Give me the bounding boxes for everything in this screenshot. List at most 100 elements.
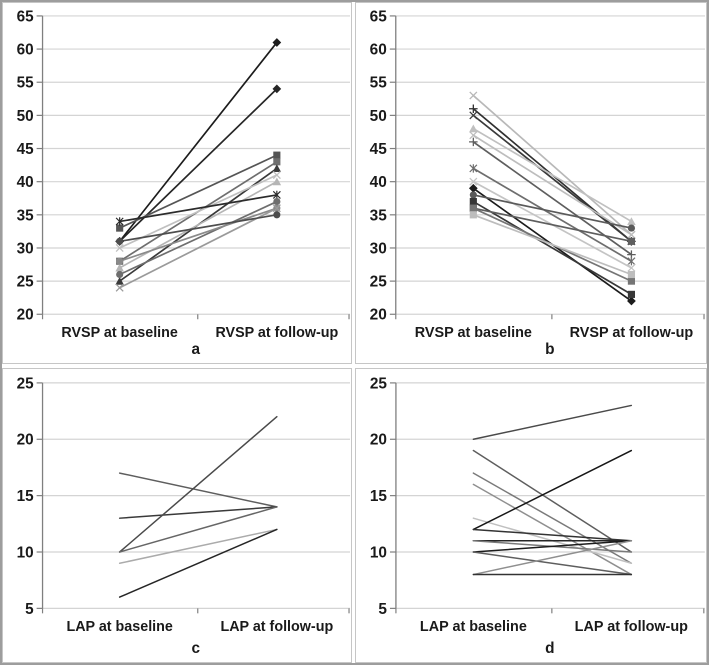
series-marker-asterisk bbox=[115, 217, 124, 226]
series-line bbox=[472, 127, 633, 223]
y-tick-label: 60 bbox=[17, 42, 34, 59]
y-tick-label: 65 bbox=[17, 8, 34, 25]
panel-d-chart: 5 10 15 20 25 LAP at baseline LAP at follow-up… bbox=[370, 375, 705, 657]
category-label-baseline: RVSP at baseline bbox=[61, 325, 177, 341]
y-tick-label: 55 bbox=[17, 75, 34, 92]
panel-letter: a bbox=[192, 341, 201, 358]
panel-c: 5 10 15 20 25 LAP at baseline LAP at follow-up… bbox=[2, 368, 352, 663]
series-marker-x bbox=[115, 243, 124, 253]
series-line bbox=[472, 551, 633, 576]
y-tick-label: 25 bbox=[370, 375, 388, 392]
series-line bbox=[472, 141, 633, 256]
series-line bbox=[118, 528, 278, 565]
series-marker-diamond bbox=[272, 84, 282, 94]
series-marker-square bbox=[627, 237, 636, 245]
y-tick-label: 65 bbox=[370, 8, 388, 25]
series-marker-x bbox=[272, 204, 281, 213]
series-line bbox=[118, 180, 278, 269]
series-marker-triangle bbox=[627, 217, 636, 226]
y-tick-label: 60 bbox=[370, 42, 387, 59]
y-tick-label: 10 bbox=[17, 544, 34, 561]
series-line bbox=[472, 94, 633, 236]
y-tick-label: 35 bbox=[17, 207, 34, 224]
series-marker-triangle bbox=[272, 177, 282, 186]
y-tick-label: 15 bbox=[17, 488, 34, 505]
panel-b-chart: 20 25 30 35 40 45 50 55 60 65 RVSP at baseline RVSP… bbox=[370, 8, 706, 358]
category-label-followup: LAP at follow-up bbox=[575, 619, 688, 635]
series-marker-circle bbox=[116, 257, 124, 265]
panel-letter: b bbox=[545, 341, 554, 358]
series-marker-x bbox=[627, 230, 636, 239]
category-label-followup: RVSP at follow-up bbox=[570, 325, 694, 341]
series-marker-x bbox=[469, 111, 478, 120]
series-marker-square bbox=[627, 290, 636, 298]
series-marker-x bbox=[627, 263, 636, 272]
series-line bbox=[472, 404, 633, 441]
series-line bbox=[472, 194, 633, 229]
series-marker-triangle bbox=[115, 276, 124, 285]
series-line bbox=[472, 200, 633, 296]
y-tick-label: 25 bbox=[17, 274, 34, 291]
series-marker-diamond bbox=[468, 183, 478, 193]
panel-a: 20 25 30 35 40 45 50 55 60 65 RVSP at baseline RVSP… bbox=[2, 2, 352, 364]
series-line bbox=[472, 539, 633, 553]
y-tick-label: 20 bbox=[17, 307, 34, 324]
series-line bbox=[118, 472, 278, 508]
series-marker-circle bbox=[116, 237, 124, 245]
y-tick-label: 15 bbox=[370, 488, 388, 505]
series-marker-x bbox=[115, 283, 124, 292]
y-tick-label: 50 bbox=[17, 108, 34, 125]
series-marker-square bbox=[469, 211, 477, 219]
series-marker-square bbox=[627, 270, 636, 279]
y-tick-label: 30 bbox=[370, 240, 387, 257]
series-marker-circle bbox=[273, 197, 281, 206]
series-marker-triangle bbox=[272, 164, 282, 172]
series-marker-triangle bbox=[469, 124, 478, 133]
series-line bbox=[118, 415, 278, 553]
series-line bbox=[118, 506, 278, 519]
series-line bbox=[472, 213, 633, 276]
series-marker-circle bbox=[116, 270, 124, 279]
category-label-followup: LAP at follow-up bbox=[220, 619, 333, 635]
y-tick-label: 10 bbox=[370, 544, 387, 561]
series-marker-x bbox=[469, 177, 478, 186]
y-tick-label: 5 bbox=[25, 601, 34, 618]
series-marker-square bbox=[116, 224, 124, 232]
series-marker-square bbox=[627, 277, 636, 285]
panel-c-chart: 5 10 15 20 25 LAP at baseline LAP at follow-up… bbox=[17, 375, 351, 657]
series-line bbox=[472, 207, 633, 243]
y-tick-label: 25 bbox=[17, 375, 34, 392]
series-marker-asterisk bbox=[469, 164, 478, 173]
series-line bbox=[118, 174, 278, 249]
panel-d: 5 10 15 20 25 LAP at baseline LAP at follow-up… bbox=[355, 368, 707, 663]
series-marker-square bbox=[273, 151, 281, 159]
y-tick-label: 25 bbox=[370, 274, 388, 291]
series-line bbox=[472, 528, 633, 542]
series-marker-square bbox=[469, 197, 477, 206]
y-tick-label: 50 bbox=[370, 108, 387, 125]
y-tick-label: 20 bbox=[370, 432, 387, 449]
y-tick-label: 20 bbox=[17, 432, 34, 449]
panel-letter: c bbox=[192, 640, 201, 657]
series-marker-circle bbox=[273, 211, 281, 219]
series-line bbox=[472, 167, 633, 263]
series-line bbox=[118, 207, 278, 263]
series-line bbox=[472, 114, 633, 243]
series-line bbox=[472, 134, 633, 236]
series-line bbox=[118, 41, 278, 243]
y-tick-label: 20 bbox=[370, 307, 387, 324]
y-tick-label: 45 bbox=[17, 141, 34, 158]
category-label-followup: RVSP at follow-up bbox=[215, 325, 338, 341]
series-marker-plus bbox=[469, 104, 478, 114]
series-marker-x bbox=[272, 171, 281, 180]
series-line bbox=[118, 528, 278, 598]
y-tick-label: 40 bbox=[370, 174, 387, 191]
y-tick-label: 40 bbox=[17, 174, 34, 191]
series-marker-square bbox=[273, 158, 281, 166]
panel-letter: d bbox=[545, 640, 554, 657]
series-marker-diamond bbox=[272, 38, 282, 47]
y-tick-label: 55 bbox=[370, 75, 388, 92]
series-marker-x bbox=[469, 131, 478, 140]
series-marker-plus bbox=[469, 137, 478, 147]
y-tick-label: 5 bbox=[378, 601, 387, 618]
